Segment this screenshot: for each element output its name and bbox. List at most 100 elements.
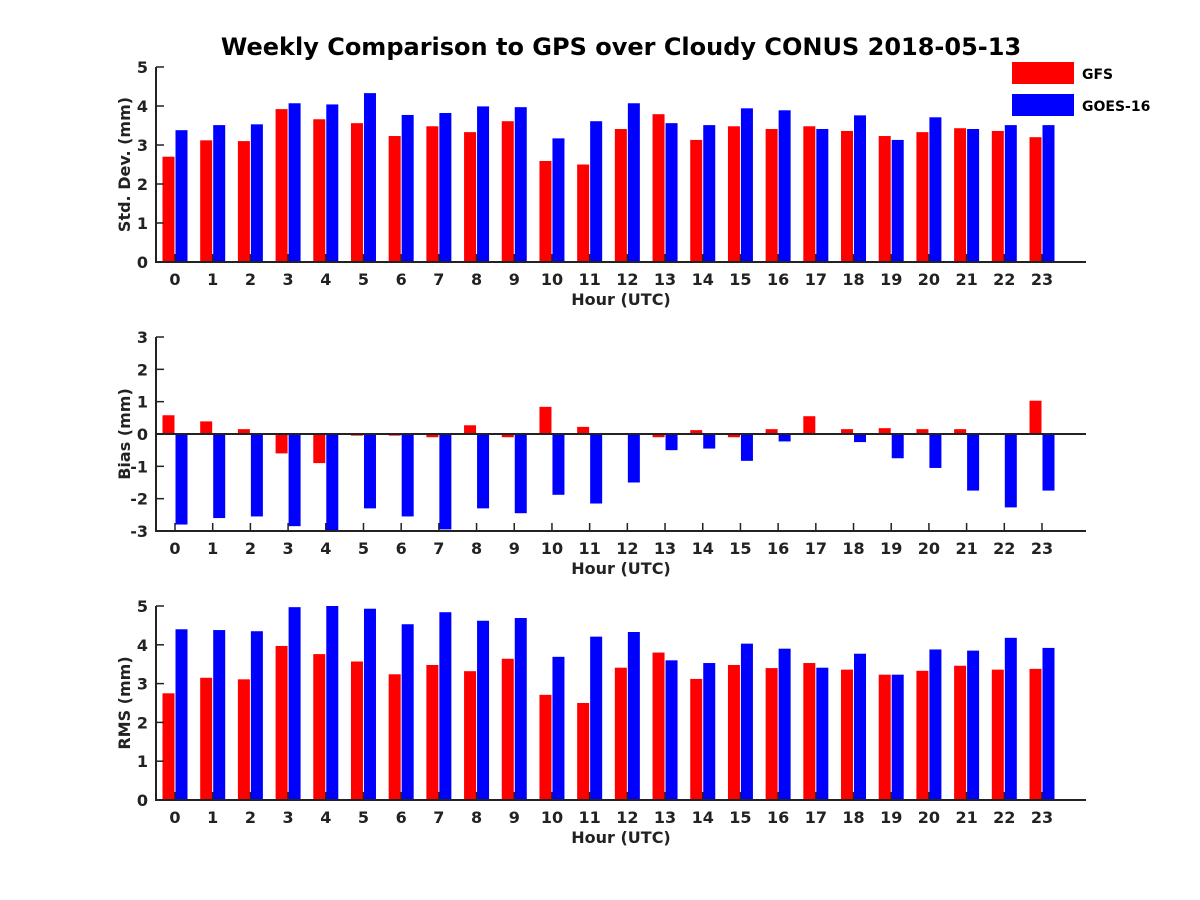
- x-tick-label: 9: [509, 539, 520, 558]
- x-tick-label: 3: [283, 270, 294, 289]
- bar-gfs-hour-16: [765, 129, 778, 262]
- x-tick-label: 18: [842, 539, 864, 558]
- bar-gfs-hour-21: [954, 128, 967, 262]
- bar-goes-16-hour-5: [363, 608, 376, 800]
- x-tick-label: 21: [955, 808, 977, 827]
- bar-gfs-hour-3: [275, 434, 288, 454]
- bar-gfs-hour-15: [727, 126, 740, 262]
- y-tick-label: 5: [137, 58, 148, 77]
- bar-goes-16-hour-11: [590, 121, 603, 263]
- bar-goes-16-hour-15: [740, 434, 753, 461]
- x-tick-label: 14: [692, 808, 714, 827]
- bar-gfs-hour-19: [878, 136, 891, 262]
- bar-gfs-hour-8: [464, 132, 477, 262]
- bar-goes-16-hour-6: [401, 114, 414, 262]
- bar-goes-16-hour-15: [740, 643, 753, 800]
- x-tick-label: 14: [692, 539, 714, 558]
- x-tick-label: 0: [169, 270, 180, 289]
- x-tick-label: 15: [729, 270, 751, 289]
- x-tick-label: 22: [993, 270, 1015, 289]
- legend-swatch-goes-16: [1012, 94, 1074, 116]
- x-tick-label: 6: [396, 539, 407, 558]
- bar-goes-16-hour-15: [740, 108, 753, 262]
- bar-gfs-hour-15: [727, 664, 740, 800]
- x-tick-label: 21: [955, 270, 977, 289]
- y-tick-label: 3: [137, 136, 148, 155]
- bar-goes-16-hour-19: [891, 139, 904, 262]
- bar-gfs-hour-16: [765, 668, 778, 800]
- bar-gfs-hour-10: [539, 694, 552, 800]
- bar-goes-16-hour-2: [250, 124, 263, 262]
- bar-goes-16-hour-1: [213, 434, 226, 519]
- bar-gfs-hour-2: [237, 141, 250, 262]
- bar-gfs-hour-2: [237, 679, 250, 800]
- x-tick-label: 4: [320, 270, 331, 289]
- x-tick-label: 16: [767, 270, 789, 289]
- x-tick-label: 19: [880, 808, 902, 827]
- x-tick-label: 9: [509, 808, 520, 827]
- bar-gfs-hour-1: [200, 421, 213, 434]
- bar-goes-16-hour-14: [703, 663, 716, 800]
- bar-gfs-hour-9: [501, 434, 514, 438]
- bar-goes-16-hour-4: [326, 606, 339, 800]
- x-tick-label: 7: [433, 808, 444, 827]
- bar-gfs-hour-17: [803, 663, 816, 800]
- x-tick-label: 1: [207, 808, 218, 827]
- x-tick-label: 11: [579, 539, 601, 558]
- bar-goes-16-hour-9: [514, 618, 527, 800]
- x-tick-label: 16: [767, 808, 789, 827]
- bar-goes-16-hour-4: [326, 104, 339, 262]
- x-tick-label: 22: [993, 808, 1015, 827]
- bar-goes-16-hour-14: [703, 434, 716, 449]
- y-tick-label: 1: [137, 393, 148, 412]
- bar-gfs-hour-10: [539, 406, 552, 434]
- bar-goes-16-hour-21: [967, 434, 980, 491]
- chart-legend: GFS GOES-16: [1012, 62, 1150, 116]
- bar-goes-16-hour-11: [590, 434, 603, 504]
- bar-gfs-hour-12: [614, 129, 627, 262]
- bar-gfs-hour-7: [426, 126, 439, 262]
- bar-goes-16-hour-2: [250, 631, 263, 800]
- y-axis-label: Bias (mm): [115, 388, 134, 480]
- x-tick-label: 17: [805, 539, 827, 558]
- bar-gfs-hour-5: [350, 661, 363, 800]
- legend-label-gfs: GFS: [1082, 67, 1113, 83]
- x-tick-label: 2: [245, 270, 256, 289]
- bar-goes-16-hour-0: [175, 629, 188, 800]
- x-tick-label: 15: [729, 539, 751, 558]
- x-tick-label: 21: [955, 539, 977, 558]
- y-tick-label: 2: [137, 360, 148, 379]
- legend-swatch-gfs: [1012, 62, 1074, 84]
- bar-gfs-hour-11: [577, 164, 590, 262]
- x-tick-label: 5: [358, 270, 369, 289]
- x-tick-label: 10: [541, 270, 563, 289]
- bar-gfs-hour-9: [501, 121, 514, 263]
- legend-label-goes-16: GOES-16: [1082, 99, 1150, 115]
- y-tick-label: 0: [137, 253, 148, 272]
- y-tick-label: -2: [130, 490, 148, 509]
- bar-goes-16-hour-6: [401, 434, 414, 517]
- bar-gfs-hour-14: [690, 139, 703, 262]
- x-tick-label: 23: [1031, 808, 1053, 827]
- bar-goes-16-hour-22: [1004, 434, 1017, 508]
- bar-gfs-hour-21: [954, 665, 967, 800]
- x-axis-label: Hour (UTC): [571, 828, 671, 847]
- bar-goes-16-hour-1: [213, 630, 226, 800]
- x-tick-label: 12: [616, 808, 638, 827]
- x-tick-label: 6: [396, 808, 407, 827]
- y-tick-label: 4: [137, 636, 148, 655]
- bar-gfs-hour-15: [727, 434, 740, 438]
- x-tick-label: 12: [616, 539, 638, 558]
- bar-goes-16-hour-16: [778, 110, 791, 262]
- x-tick-label: 14: [692, 270, 714, 289]
- bar-goes-16-hour-8: [477, 620, 490, 800]
- bar-gfs-hour-4: [313, 434, 326, 464]
- bar-gfs-hour-2: [237, 429, 250, 434]
- bar-goes-16-hour-5: [363, 93, 376, 262]
- bar-gfs-hour-0: [162, 415, 175, 434]
- bar-goes-16-hour-23: [1042, 647, 1055, 800]
- x-tick-label: 8: [471, 539, 482, 558]
- x-tick-label: 11: [579, 808, 601, 827]
- bar-goes-16-hour-7: [439, 434, 452, 530]
- bar-gfs-hour-1: [200, 140, 213, 262]
